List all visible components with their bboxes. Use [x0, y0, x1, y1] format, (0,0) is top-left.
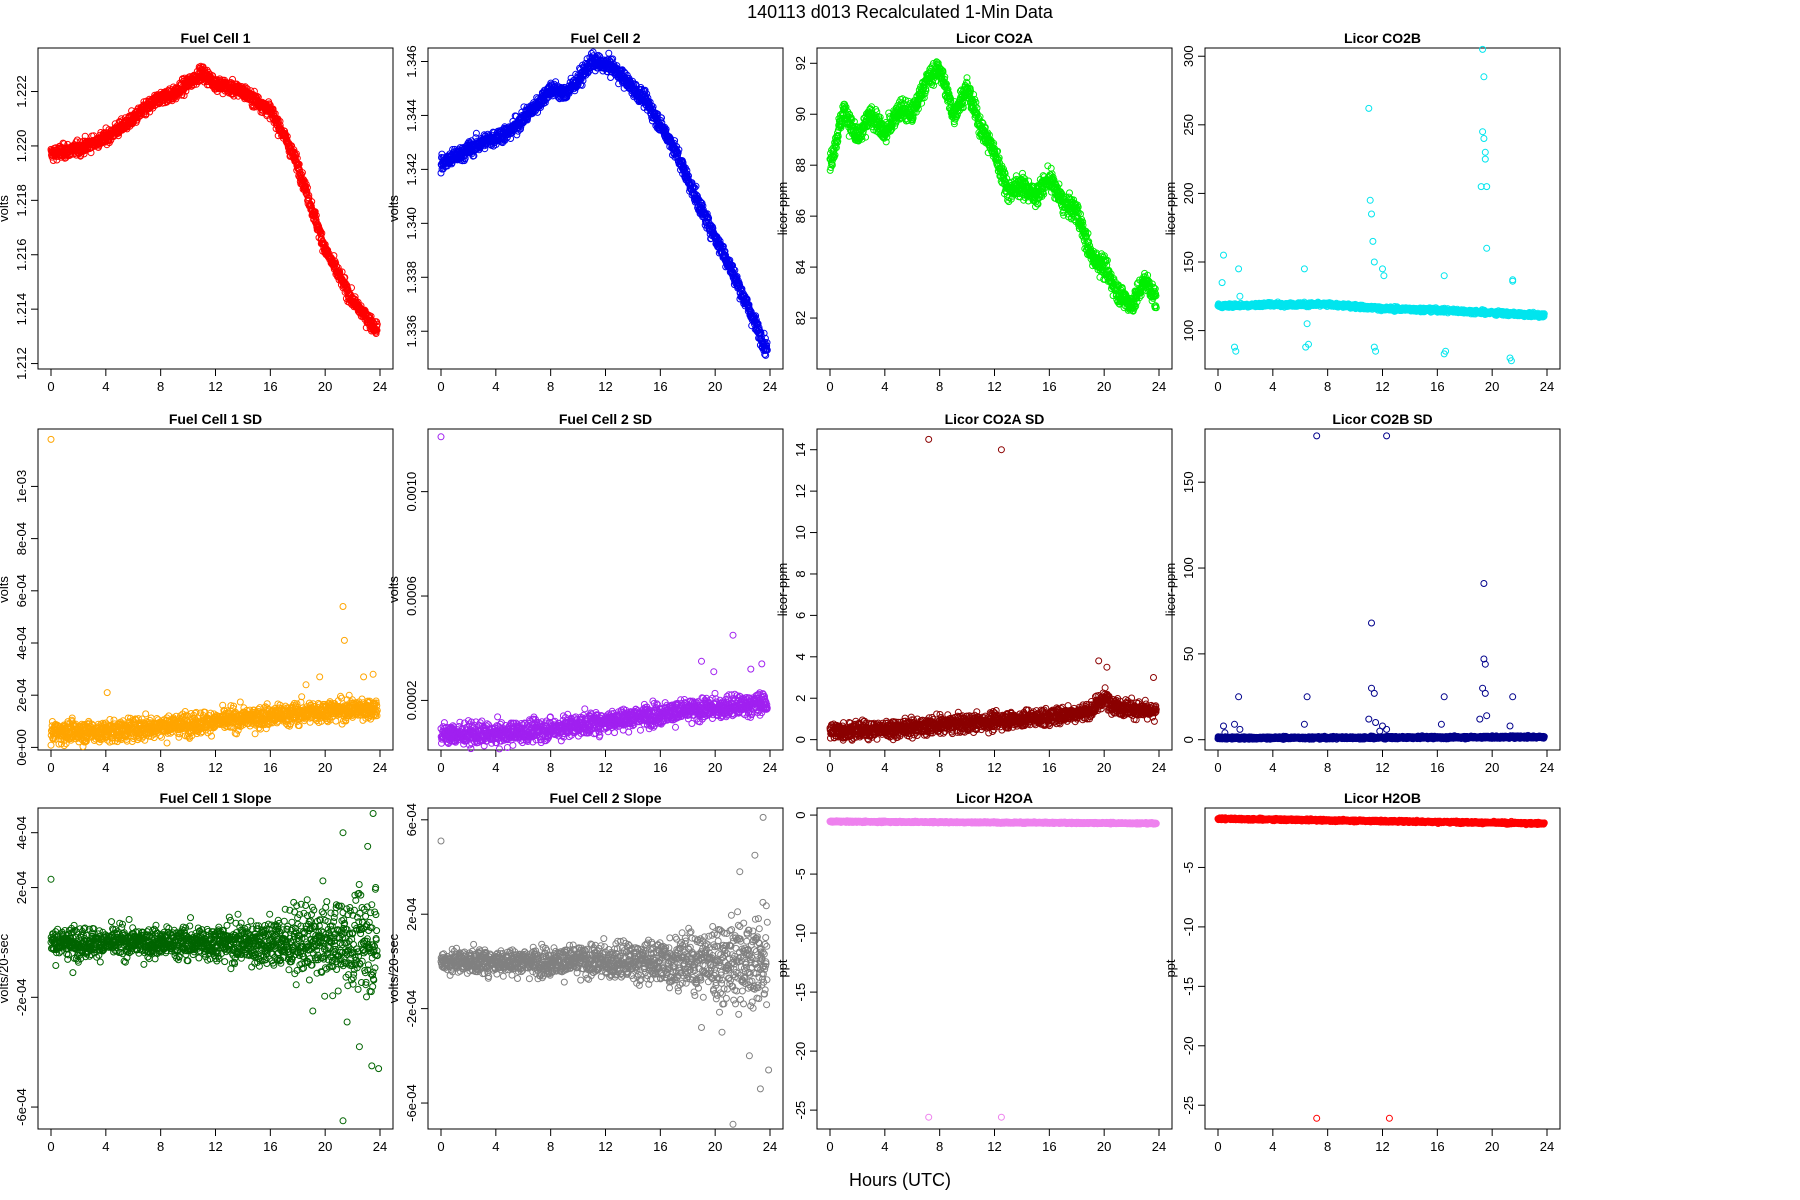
data-points — [1214, 45, 1548, 365]
x-tick-label: 24 — [763, 379, 777, 394]
y-tick-label: 90 — [793, 107, 808, 121]
x-tick-label: 16 — [653, 379, 667, 394]
data-point — [305, 191, 313, 199]
y-tick-label: 1.342 — [404, 153, 419, 186]
x-tick-label: 4 — [102, 379, 109, 394]
data-point — [276, 117, 284, 125]
y-tick-label: 84 — [793, 260, 808, 274]
x-tick-label: 0 — [826, 379, 833, 394]
data-point — [303, 184, 311, 192]
x-tick-label: 4 — [492, 379, 499, 394]
x-tick-label: 12 — [598, 379, 612, 394]
y-tick-label: 1.346 — [404, 45, 419, 78]
y-axis-label: volts — [0, 195, 11, 222]
x-tick-label: 0 — [437, 379, 444, 394]
x-tick-label: 24 — [1540, 379, 1554, 394]
x-tick-label: 24 — [373, 379, 387, 394]
data-point — [472, 129, 480, 137]
x-tick-label: 8 — [1324, 379, 1331, 394]
panel-co2a: Licor CO2A 0 4 8 12 16 20 24 82 84 86 88 90 92 licor-p… — [775, 30, 1173, 394]
panel-title: Fuel Cell 2 — [570, 30, 640, 46]
data-point — [283, 132, 291, 140]
y-tick-label: 1.336 — [404, 315, 419, 348]
data-point — [302, 181, 310, 188]
plot-frame — [37, 47, 394, 370]
y-tick-label: 1.344 — [404, 99, 419, 132]
panel-title: Licor CO2B — [1344, 30, 1421, 46]
data-point — [292, 150, 300, 158]
data-point — [180, 92, 188, 99]
data-point — [605, 49, 613, 57]
x-tick-label: 12 — [208, 379, 222, 394]
plot-frame — [427, 47, 784, 370]
data-points — [47, 62, 381, 337]
data-points — [826, 58, 1160, 315]
x-tick-label: 20 — [708, 379, 722, 394]
data-point — [338, 268, 346, 276]
panel-title: Fuel Cell 1 — [180, 30, 250, 46]
data-point — [77, 151, 85, 159]
y-tick-label: 92 — [793, 56, 808, 70]
y-tick-label: 250 — [1181, 114, 1196, 136]
x-tick-label: 8 — [936, 379, 943, 394]
x-tick-label: 16 — [1430, 379, 1444, 394]
x-tick-label: 16 — [1042, 379, 1056, 394]
y-tick-label: 150 — [1181, 251, 1196, 273]
panel-title: Licor CO2A — [956, 30, 1033, 46]
x-tick-label: 4 — [881, 379, 888, 394]
x-tick-label: 20 — [1485, 379, 1499, 394]
y-tick-label: 1.216 — [14, 238, 29, 271]
y-tick-label: 1.338 — [404, 261, 419, 294]
y-tick-label: 200 — [1181, 183, 1196, 205]
y-tick-label: 1.214 — [14, 293, 29, 326]
data-point — [318, 229, 326, 237]
y-tick-label: 1.212 — [14, 347, 29, 380]
y-tick-label: 1.218 — [14, 184, 29, 217]
x-tick-label: 0 — [47, 379, 54, 394]
y-axis-label: licor-ppm — [1163, 182, 1178, 235]
data-point — [295, 160, 303, 168]
x-tick-label: 12 — [987, 379, 1001, 394]
x-tick-label: 20 — [1097, 379, 1111, 394]
plot-frame — [1204, 47, 1561, 370]
panel-co2b: Licor CO2B 0 4 8 12 16 20 24 100 150 200 250 300 lico… — [1163, 30, 1561, 394]
x-tick-label: 20 — [318, 379, 332, 394]
data-point — [308, 198, 316, 206]
x-tick-label: 24 — [1152, 379, 1166, 394]
x-tick-label: 4 — [1269, 379, 1276, 394]
data-points — [437, 48, 771, 359]
data-point — [298, 169, 306, 177]
y-tick-label: 1.220 — [14, 130, 29, 163]
data-point — [312, 216, 320, 224]
y-tick-label: 1.340 — [404, 207, 419, 240]
x-tick-label: 0 — [1214, 379, 1221, 394]
y-tick-label: 1.222 — [14, 75, 29, 108]
x-tick-label: 16 — [263, 379, 277, 394]
data-point — [317, 227, 325, 235]
y-tick-label: 100 — [1181, 320, 1196, 342]
y-axis-label: licor-ppm — [775, 182, 790, 235]
panel-fc1: Fuel Cell 1 0 4 8 12 16 20 24 1.212 1.214 1.216 1.2… — [0, 30, 394, 394]
y-tick-label: 86 — [793, 209, 808, 223]
x-tick-label: 8 — [547, 379, 554, 394]
y-tick-label: 82 — [793, 311, 808, 325]
data-point — [1066, 189, 1073, 197]
y-tick-label: 88 — [793, 158, 808, 172]
data-point — [312, 211, 320, 219]
figure-title: 140113 d013 Recalculated 1-Min Data — [747, 2, 1053, 22]
y-tick-label: 300 — [1181, 45, 1196, 67]
data-point — [87, 149, 95, 157]
x-tick-label: 12 — [1375, 379, 1389, 394]
x-tick-label: 8 — [157, 379, 164, 394]
data-point — [303, 187, 311, 195]
y-axis-label: volts — [386, 195, 401, 222]
panel-fc2: Fuel Cell 2 0 4 8 12 16 20 24 1.336 1.338 1.340 1.3… — [386, 30, 784, 394]
data-point — [265, 100, 273, 108]
plot-frame — [816, 47, 1173, 370]
